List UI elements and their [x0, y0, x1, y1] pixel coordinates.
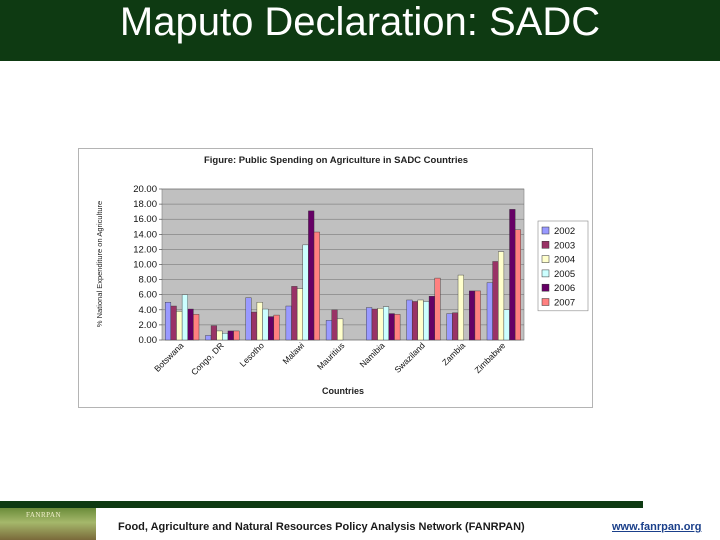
- y-tick-label: 8.00: [139, 275, 158, 286]
- logo-text: FANRPAN: [26, 511, 62, 519]
- bar-2003-mauritius: [331, 309, 338, 341]
- legend-swatch-2005: [541, 269, 550, 278]
- bar-2006-congo-dr: [227, 330, 234, 341]
- bar-2002-zambia: [446, 313, 453, 341]
- y-tick-label: 16.00: [133, 214, 157, 225]
- bar-2004-zimbabwe: [498, 251, 505, 341]
- bar-2005-namibia: [383, 306, 390, 341]
- slide-title: Maputo Declaration: SADC: [119, 0, 601, 44]
- y-tick-label: 2.00: [139, 320, 158, 331]
- title-bar: [0, 0, 720, 61]
- y-tick-label: 12.00: [133, 244, 157, 255]
- bar-2007-congo-dr: [233, 330, 240, 341]
- bar-2005-botswana: [181, 294, 188, 341]
- chart-legend: 2002 2003 2004 2005 2006 2007: [537, 220, 589, 312]
- plot-area: 0.00 2.00 4.00 6.00 8.00 10.00 12.00 14.00 16.00…: [133, 184, 525, 377]
- bar-chart: Figure: Public Spending on Agriculture i…: [95, 155, 589, 396]
- legend-label-2003: 2003: [554, 240, 575, 251]
- chart-title: Figure: Public Spending on Agriculture i…: [204, 155, 468, 166]
- bar-2006-swaziland: [428, 296, 435, 341]
- bar-2007-malawi: [313, 231, 320, 341]
- bar-2003-lesotho: [251, 311, 258, 341]
- x-tick-label: Lesotho: [238, 340, 267, 369]
- bar-2005-malawi: [302, 244, 309, 341]
- bar-2007-botswana: [193, 314, 200, 341]
- bar-2002-zimbabwe: [486, 282, 493, 341]
- bar-2004-congo-dr: [216, 330, 223, 341]
- y-tick-label: 20.00: [133, 184, 157, 195]
- bar-2004-lesotho: [256, 302, 263, 341]
- fanrpan-logo: FANRPAN: [0, 508, 96, 540]
- bar-2007-namibia: [394, 314, 401, 341]
- bar-2002-malawi: [285, 305, 292, 341]
- x-tick-label: Swaziland: [392, 340, 427, 375]
- x-tick-label: Namibia: [358, 340, 387, 369]
- footer-rule: [0, 501, 643, 508]
- bar-2003-malawi: [291, 286, 298, 341]
- legend-swatch-2004: [541, 255, 550, 263]
- bar-2003-zambia: [452, 312, 459, 341]
- bar-2002-namibia: [366, 307, 373, 341]
- bar-2006-botswana: [187, 308, 194, 341]
- bar-2007-zimbabwe: [514, 229, 521, 341]
- x-tick-label: Botswana: [152, 340, 186, 374]
- bar-2003-namibia: [371, 308, 378, 341]
- legend-swatch-2003: [541, 241, 550, 249]
- x-tick-label: Mauritius: [315, 340, 346, 371]
- bar-2004-botswana: [176, 311, 183, 341]
- bar-2002-botswana: [165, 302, 172, 341]
- y-tick-label: 10.00: [133, 260, 157, 271]
- bar-2007-swaziland: [434, 277, 441, 341]
- bar-2004-swaziland: [417, 299, 424, 341]
- x-axis-label: Countries: [322, 386, 364, 396]
- bar-2004-namibia: [377, 308, 384, 341]
- bar-2007-lesotho: [273, 314, 280, 341]
- legend-label-2005: 2005: [554, 269, 575, 280]
- legend-label-2006: 2006: [554, 283, 575, 294]
- bar-2005-zimbabwe: [503, 309, 510, 341]
- bar-2002-lesotho: [245, 297, 252, 341]
- bar-2005-swaziland: [423, 301, 430, 341]
- legend-label-2002: 2002: [554, 226, 575, 237]
- bar-2003-zimbabwe: [492, 261, 499, 341]
- bar-2002-swaziland: [406, 299, 413, 341]
- legend-label-2007: 2007: [554, 298, 575, 309]
- legend-swatch-2007: [541, 298, 550, 306]
- bar-2003-swaziland: [411, 301, 419, 341]
- y-tick-label: 18.00: [133, 199, 157, 210]
- bar-2006-lesotho: [267, 316, 275, 341]
- legend-label-2004: 2004: [554, 255, 575, 266]
- bar-2004-zambia: [457, 274, 464, 341]
- x-tick-label: Zimbabwe: [473, 340, 508, 375]
- bar-2005-congo-dr: [222, 333, 229, 341]
- bar-2002-mauritius: [325, 320, 332, 341]
- legend-box: [537, 220, 589, 312]
- bar-2006-namibia: [388, 313, 395, 341]
- x-tick-label: Zambia: [440, 340, 467, 367]
- y-tick-label: 0.00: [139, 335, 158, 346]
- footer-organization: Food, Agriculture and Natural Resources …: [118, 521, 525, 533]
- bar-2007-zambia: [474, 290, 481, 341]
- bar-2004-malawi: [296, 288, 303, 341]
- bar-2006-malawi: [308, 210, 315, 341]
- bar-2003-congo-dr: [210, 325, 217, 341]
- y-tick-label: 14.00: [133, 229, 157, 240]
- y-axis-label: % National Expenditure on Agriculture: [95, 201, 104, 327]
- y-tick-label: 6.00: [139, 290, 158, 301]
- x-tick-label: Congo, DR: [189, 340, 226, 377]
- bar-2004-mauritius: [337, 318, 344, 341]
- y-tick-label: 4.00: [139, 305, 158, 316]
- bar-2003-botswana: [170, 305, 177, 341]
- footer-website-link[interactable]: www.fanrpan.org: [612, 521, 702, 533]
- x-tick-label: Malawi: [280, 340, 306, 366]
- bar-2002-congo-dr: [205, 335, 212, 341]
- bar-2006-zimbabwe: [509, 209, 516, 341]
- legend-swatch-2002: [541, 226, 550, 235]
- bar-2005-lesotho: [262, 308, 269, 341]
- legend-swatch-2006: [541, 283, 550, 292]
- bar-2006-zambia: [469, 290, 476, 341]
